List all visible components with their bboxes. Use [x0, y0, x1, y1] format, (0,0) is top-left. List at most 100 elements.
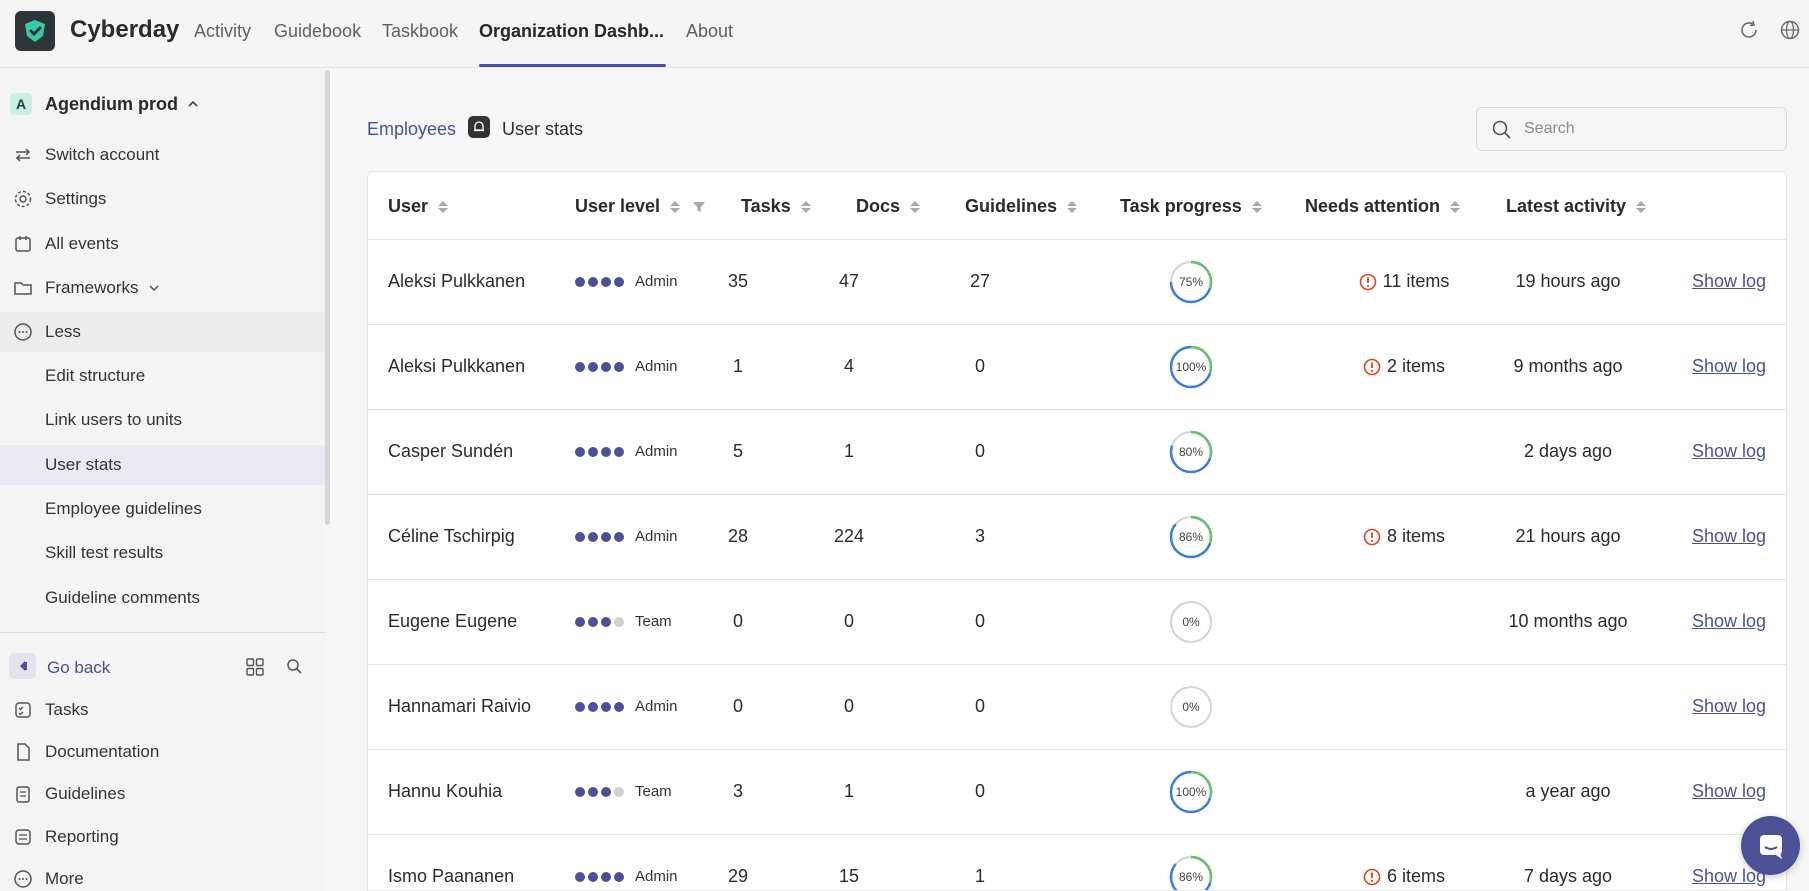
- sort-icon[interactable]: [1251, 200, 1262, 213]
- user-name: Ismo Paananen: [388, 866, 515, 886]
- top-bar: Cyberday Activity Guidebook Taskbook Org…: [0, 0, 1809, 68]
- sort-icon[interactable]: [1636, 200, 1647, 213]
- folder-icon: [13, 278, 33, 298]
- org-switcher[interactable]: A Agendium prod: [10, 92, 199, 116]
- user-name: Casper Sundén: [388, 441, 514, 461]
- column-header-user-level[interactable]: User level: [575, 196, 706, 217]
- warning-icon: [1359, 273, 1376, 290]
- level-dot: [575, 786, 585, 797]
- task-progress-label: 0%: [1182, 615, 1200, 629]
- go-back-icon[interactable]: [9, 653, 36, 679]
- sidebar-subitem-edit-structure[interactable]: Edit structure: [0, 356, 326, 396]
- sidebar-subitem-employee-guidelines[interactable]: Employee guidelines: [0, 489, 326, 529]
- show-log-link[interactable]: Show log: [1692, 611, 1767, 631]
- sidebar-subitem-link-users[interactable]: Link users to units: [0, 400, 326, 440]
- report-icon: [13, 827, 33, 847]
- sidebar-item-documentation[interactable]: Documentation: [0, 732, 326, 772]
- task-progress-ring: 86%: [1169, 855, 1213, 890]
- sidebar-divider: [0, 632, 326, 633]
- show-log-link[interactable]: Show log: [1692, 271, 1767, 291]
- sort-icon[interactable]: [1067, 200, 1078, 213]
- sidebar-subitem-user-stats[interactable]: User stats: [0, 445, 326, 485]
- sidebar-item-less[interactable]: Less: [0, 312, 326, 352]
- column-header-tasks[interactable]: Tasks: [741, 196, 811, 217]
- user-level-label: Team: [635, 783, 672, 800]
- refresh-icon[interactable]: [1738, 19, 1760, 41]
- user-stats-table: User User level Tasks Docs Guidelines Ta…: [367, 171, 1787, 891]
- tasks-count: 28: [727, 526, 749, 546]
- sort-icon[interactable]: [800, 200, 811, 213]
- latest-activity: 2 days ago: [1523, 441, 1613, 461]
- more-circle-icon: [13, 322, 33, 342]
- search-box[interactable]: [1476, 107, 1787, 151]
- sidebar-scrollbar[interactable]: [325, 70, 330, 525]
- guidelines-count: 0: [974, 696, 985, 716]
- sidebar-item-all-events[interactable]: All events: [0, 224, 326, 264]
- level-dot: [601, 786, 611, 797]
- user-level-label: Admin: [635, 273, 678, 290]
- sidebar-item-reporting[interactable]: Reporting: [0, 817, 326, 857]
- level-dot: [588, 701, 598, 712]
- sidebar: A Agendium prod Switch account Settings …: [0, 68, 326, 891]
- level-dot: [601, 276, 611, 287]
- sidebar-subitem-guideline-comments[interactable]: Guideline comments: [0, 578, 326, 618]
- sort-icon[interactable]: [910, 200, 921, 213]
- cyberday-logo-icon[interactable]: [15, 11, 55, 51]
- column-header-docs[interactable]: Docs: [856, 196, 921, 217]
- grid-icon[interactable]: [245, 657, 265, 677]
- level-dot: [601, 871, 611, 882]
- column-header-label: Needs attention: [1305, 196, 1441, 216]
- sort-icon[interactable]: [670, 200, 681, 213]
- search-input[interactable]: [1524, 116, 1774, 142]
- docs-count: 15: [838, 866, 860, 886]
- show-log-link[interactable]: Show log: [1692, 866, 1767, 886]
- sidebar-item-switch-account[interactable]: Switch account: [0, 135, 326, 175]
- nav-taskbook[interactable]: Taskbook: [382, 21, 459, 41]
- filter-icon[interactable]: [692, 200, 706, 214]
- user-name: Hannamari Raivio: [388, 696, 532, 716]
- show-log-link[interactable]: Show log: [1692, 781, 1767, 801]
- table-header-divider: [368, 239, 1786, 240]
- globe-icon[interactable]: [1779, 19, 1801, 41]
- show-log-link[interactable]: Show log: [1692, 441, 1767, 461]
- level-dot: [588, 446, 598, 457]
- show-log-link[interactable]: Show log: [1692, 696, 1767, 716]
- sidebar-item-frameworks[interactable]: Frameworks: [0, 268, 326, 308]
- nav-about[interactable]: About: [686, 21, 734, 41]
- sidebar-item-label: Skill test results: [45, 543, 164, 562]
- sidebar-item-guidelines[interactable]: Guidelines: [0, 774, 326, 814]
- go-back-link[interactable]: Go back: [47, 658, 111, 677]
- nav-organization-dashboard[interactable]: Organization Dashb...: [479, 21, 665, 41]
- level-dot: [601, 361, 611, 372]
- sidebar-item-tasks[interactable]: Tasks: [0, 690, 326, 730]
- sort-icon[interactable]: [438, 200, 449, 213]
- level-dot: [575, 446, 585, 457]
- show-log-link[interactable]: Show log: [1692, 526, 1767, 546]
- needs-attention-label: 6 items: [1386, 866, 1446, 886]
- sort-icon[interactable]: [1450, 200, 1461, 213]
- chat-launcher-button[interactable]: [1741, 816, 1800, 875]
- task-progress-ring: 86%: [1169, 515, 1213, 559]
- level-dot: [614, 361, 624, 372]
- column-header-needs-attention[interactable]: Needs attention: [1305, 196, 1461, 217]
- search-icon[interactable]: [285, 657, 305, 677]
- nav-guidebook[interactable]: Guidebook: [274, 21, 362, 41]
- column-header-task-progress[interactable]: Task progress: [1120, 196, 1262, 217]
- show-log-link[interactable]: Show log: [1692, 356, 1767, 376]
- level-dot: [601, 616, 611, 627]
- level-dot: [575, 616, 585, 627]
- table-row: Ismo Paananen Admin 29 15 1 86% 6 items 7 days …: [368, 835, 1786, 890]
- breadcrumb-employees[interactable]: Employees: [367, 119, 457, 139]
- user-level-label: Admin: [635, 358, 678, 375]
- user-level: Admin: [575, 528, 678, 545]
- guidelines-count: 0: [974, 781, 985, 801]
- sidebar-item-settings[interactable]: Settings: [0, 179, 326, 219]
- org-name: Agendium prod: [45, 93, 178, 114]
- sidebar-subitem-skill-test-results[interactable]: Skill test results: [0, 533, 326, 573]
- column-header-user[interactable]: User: [388, 196, 449, 217]
- chat-icon: [1759, 834, 1782, 859]
- column-header-guidelines[interactable]: Guidelines: [965, 196, 1078, 217]
- column-header-latest-activity[interactable]: Latest activity: [1506, 196, 1647, 217]
- sidebar-item-more[interactable]: More: [0, 859, 326, 891]
- nav-activity[interactable]: Activity: [194, 21, 252, 41]
